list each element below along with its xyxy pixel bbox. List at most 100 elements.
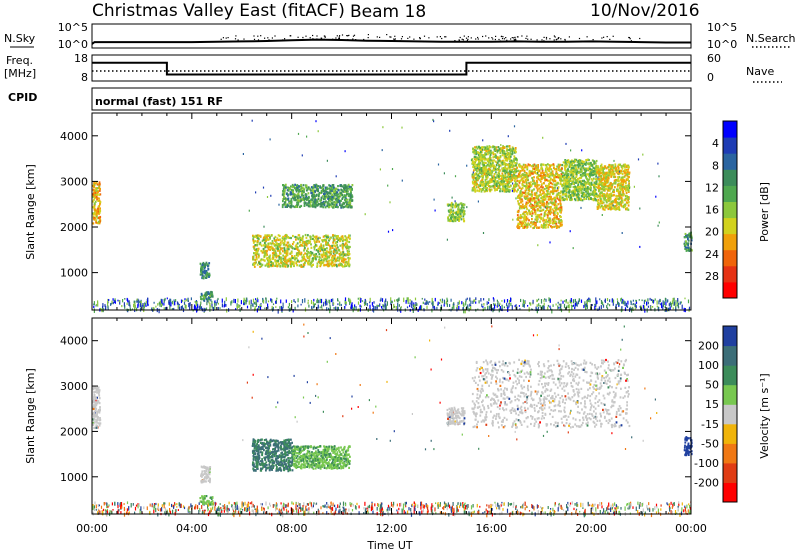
power-echo-point (347, 245, 350, 248)
power-echo-point (526, 217, 529, 220)
power-echo-point (488, 159, 491, 162)
power-ground-point (585, 305, 587, 310)
power-ground-point (668, 303, 670, 307)
power-ground-point (480, 298, 482, 302)
power-echo-point (513, 155, 516, 158)
power-ground-point (537, 306, 539, 312)
power-ground-point (339, 301, 341, 306)
power-echo-point (495, 180, 497, 183)
power-echo-point (474, 180, 476, 184)
noise-sky-point (499, 40, 501, 42)
power-echo-point (311, 264, 313, 267)
power-echo-point (543, 198, 545, 202)
power-echo-point (496, 151, 499, 154)
power-echo-point (458, 208, 460, 211)
power-echo-point (252, 255, 255, 258)
power-echo-point (203, 266, 206, 269)
noise-sky-point (352, 35, 355, 37)
power-echo-point (477, 158, 480, 161)
power-ground-point (398, 297, 400, 302)
power-echo-point (268, 234, 271, 237)
power-echo-point (288, 200, 290, 203)
power-echo-point (456, 218, 459, 221)
power-echo-point (206, 299, 209, 302)
power-echo-point (527, 163, 530, 166)
noise-sky-point (630, 40, 632, 42)
power-echo-point (501, 180, 503, 183)
power-echo-point (454, 206, 457, 209)
power-ground-point (407, 297, 409, 302)
power-ground-point (255, 299, 257, 305)
power-echo-point (460, 209, 462, 212)
power-ground-point (100, 307, 102, 311)
power-echo-point (517, 216, 520, 219)
power-echo-point (544, 213, 547, 216)
power-echo-point (595, 185, 598, 188)
noise-sky-point (564, 38, 566, 41)
power-echo-point (541, 198, 544, 201)
power-echo-point (536, 214, 539, 217)
power-ground-point (169, 304, 171, 310)
power-echo-point (311, 195, 314, 198)
power-ground-point (676, 304, 678, 307)
power-ground-point (272, 303, 275, 306)
power-echo-point (488, 152, 490, 155)
power-echo-point (351, 187, 353, 190)
power-echo-point (299, 253, 302, 256)
power-echo-point (348, 240, 351, 244)
power-echo-point (269, 237, 271, 240)
power-echo-point (349, 200, 351, 203)
power-echo-point (494, 189, 496, 192)
power-echo-point (502, 174, 504, 177)
power-echo-point (487, 159, 489, 162)
power-echo-point (480, 168, 482, 171)
power-echo-point (562, 187, 565, 190)
power-echo-point (350, 206, 353, 209)
power-echo-point (480, 190, 483, 193)
power-ground-point (195, 301, 197, 307)
power-echo-point (318, 253, 321, 256)
power-echo-point (499, 190, 501, 193)
power-echo-point (463, 220, 465, 223)
power-echo-point (490, 174, 493, 177)
power-ground-point (114, 298, 116, 302)
power-echo-point (312, 263, 314, 266)
noise-sky-point (305, 35, 307, 37)
power-echo-point (292, 205, 295, 208)
power-echo-point (489, 170, 491, 173)
power-ground-point (562, 300, 564, 304)
power-echo-point (334, 242, 337, 245)
power-echo-point (324, 197, 326, 200)
noise-sky-point (461, 38, 463, 40)
power-ground-point (214, 305, 216, 310)
power-echo-point (319, 186, 321, 189)
power-echo-point (503, 190, 506, 193)
power-echo-point (326, 188, 329, 191)
power-echo-point (508, 180, 511, 183)
power-echo-point (525, 172, 528, 175)
power-ground-point (394, 299, 396, 302)
noise-sky-point (336, 35, 338, 37)
power-echo-point (278, 257, 281, 260)
noise-sky-point (526, 35, 528, 37)
power-echo-point (290, 198, 293, 201)
power-ground-point (147, 297, 149, 301)
power-echo-point (481, 188, 484, 191)
power-echo-point (259, 265, 261, 268)
power-echo-point (567, 173, 570, 176)
power-echo-point (517, 226, 519, 229)
power-echo-point (326, 193, 329, 196)
power-echo-point (447, 204, 450, 207)
frequency-right-label: Nave (746, 65, 774, 78)
power-echo-point (519, 215, 522, 218)
power-echo-point (333, 192, 336, 195)
power-ground-point (267, 300, 270, 303)
power-echo-point (533, 179, 535, 182)
power-echo-point (311, 191, 313, 195)
power-echo-point (477, 151, 480, 155)
power-ground-point (565, 299, 567, 302)
power-echo-point (531, 189, 534, 192)
power-ground-point (625, 302, 627, 307)
power-echo-point (297, 252, 300, 255)
power-echo-point (544, 173, 547, 176)
